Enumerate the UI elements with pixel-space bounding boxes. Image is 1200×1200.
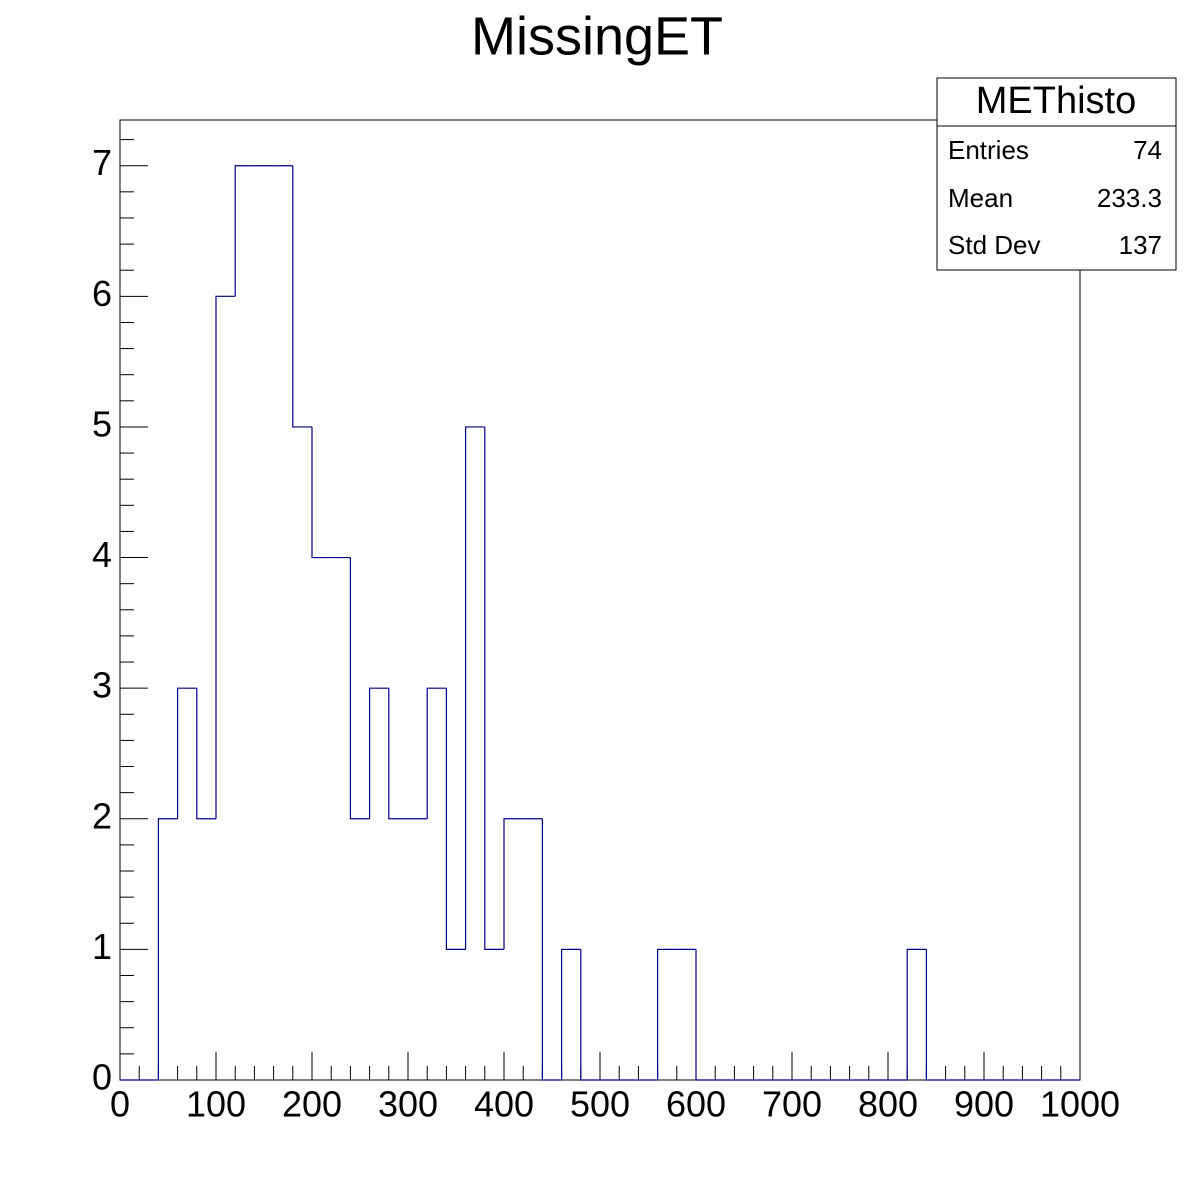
histogram-bin bbox=[369, 687, 389, 819]
stats-label: Std Dev bbox=[948, 230, 1041, 260]
chart-title: MissingET bbox=[471, 6, 723, 66]
y-tick-label: 4 bbox=[92, 534, 112, 575]
x-tick-label: 0 bbox=[110, 1084, 130, 1125]
histogram-bin bbox=[292, 165, 312, 428]
x-tick-label: 700 bbox=[762, 1084, 822, 1125]
y-tick-label: 6 bbox=[92, 273, 112, 314]
histogram-bin bbox=[311, 426, 332, 559]
histogram-bin bbox=[503, 818, 524, 950]
stats-value: 74 bbox=[1133, 135, 1162, 165]
y-tick-label: 0 bbox=[92, 1057, 112, 1098]
x-tick-label: 800 bbox=[858, 1084, 918, 1125]
x-tick-label: 500 bbox=[570, 1084, 630, 1125]
stats-box: METhisto Entries 74 Mean 233.3 Std Dev 1… bbox=[936, 77, 1177, 271]
histogram-bin bbox=[196, 688, 216, 820]
x-tick-label: 1000 bbox=[1040, 1084, 1120, 1125]
y-tick-label: 3 bbox=[92, 665, 112, 706]
histogram-bin bbox=[157, 818, 178, 1080]
histogram-bin bbox=[906, 948, 927, 1080]
histogram-bin bbox=[445, 688, 466, 950]
histogram-bin bbox=[215, 295, 236, 819]
x-tick-label: 100 bbox=[186, 1084, 246, 1125]
histogram-bin bbox=[177, 687, 197, 819]
histogram-bin bbox=[465, 426, 485, 950]
histogram-bin bbox=[561, 948, 581, 1080]
histogram-bin bbox=[657, 948, 677, 1080]
stats-label: Entries bbox=[948, 135, 1029, 165]
stats-value: 137 bbox=[1119, 230, 1162, 260]
stats-title: METhisto bbox=[976, 80, 1136, 122]
stats-label: Mean bbox=[948, 183, 1013, 213]
x-tick-label: 400 bbox=[474, 1084, 534, 1125]
histogram-bin bbox=[541, 818, 562, 1081]
histogram-bin bbox=[234, 165, 255, 297]
histogram-bin bbox=[925, 949, 946, 1081]
stats-frame bbox=[936, 77, 1177, 271]
histogram-bin bbox=[484, 426, 504, 950]
x-tick-label: 900 bbox=[954, 1084, 1014, 1125]
x-tick-label: 200 bbox=[282, 1084, 342, 1125]
histogram-bin bbox=[349, 557, 370, 820]
stats-value: 233.3 bbox=[1097, 183, 1162, 213]
y-tick-label: 5 bbox=[92, 403, 112, 444]
x-tick-label: 600 bbox=[666, 1084, 726, 1125]
histogram-bin bbox=[388, 688, 408, 820]
y-tick-label: 2 bbox=[92, 795, 112, 836]
y-tick-label: 1 bbox=[92, 926, 112, 967]
histogram-bin bbox=[580, 949, 600, 1081]
y-tick-label: 7 bbox=[92, 142, 112, 183]
histogram-bin bbox=[426, 687, 447, 819]
histogram-bin bbox=[695, 949, 716, 1081]
x-tick-label: 300 bbox=[378, 1084, 438, 1125]
